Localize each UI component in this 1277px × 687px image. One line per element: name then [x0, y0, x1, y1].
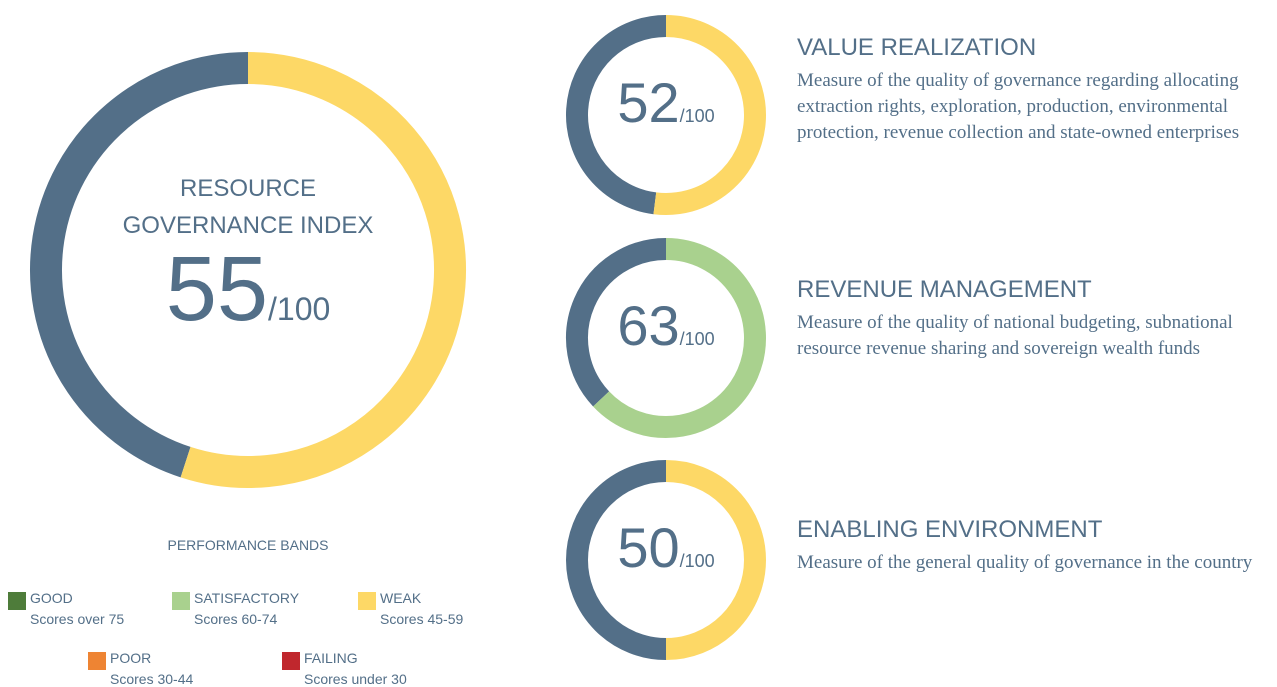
section-heading: ENABLING ENVIRONMENT [797, 516, 1103, 543]
legend-name: GOOD [30, 590, 73, 606]
donut-score: 52/100 [516, 75, 816, 146]
donut-value-arc [653, 15, 766, 215]
score-value: 50 [617, 516, 680, 579]
donut-score: 63/100 [516, 298, 816, 369]
donut-track [30, 52, 249, 478]
section-description: Measure of the quality of national budge… [797, 312, 1233, 359]
donut-value-arc [665, 460, 766, 660]
section-description: Measure of the quality of governance reg… [797, 70, 1240, 143]
legend-swatch [88, 652, 106, 670]
donut-track [566, 460, 667, 660]
donut-track [566, 15, 667, 215]
legend-name: POOR [110, 650, 152, 666]
legend-name: SATISFACTORY [194, 590, 300, 606]
legend-range: Scores under 30 [304, 671, 407, 687]
score-value: 55 [165, 238, 269, 340]
donut-value-arc [593, 238, 766, 438]
donut-title: RESOURCE GOVERNANCE INDEX [122, 175, 374, 239]
section-description: Measure of the general quality of govern… [797, 552, 1253, 573]
score-value: 52 [617, 71, 680, 134]
section-heading: VALUE REALIZATION [797, 34, 1037, 61]
section-heading: REVENUE MANAGEMENT [797, 276, 1092, 303]
score-scale: /100 [679, 551, 715, 571]
legend-range: Scores 45-59 [380, 611, 464, 627]
legend-swatch [358, 592, 376, 610]
legend-title: PERFORMANCE BANDS [167, 537, 329, 553]
score-scale: /100 [679, 106, 715, 126]
score-scale: /100 [679, 329, 715, 349]
score-value: 63 [617, 294, 680, 357]
legend-range: Scores over 75 [30, 611, 125, 627]
legend-swatch [8, 592, 26, 610]
donut-value-arc [180, 52, 466, 488]
legend-swatch [282, 652, 300, 670]
donut-track [566, 238, 667, 407]
legend-swatch [172, 592, 190, 610]
legend-name: FAILING [304, 650, 358, 666]
score-scale: /100 [268, 291, 331, 327]
donut-score: 50/100 [516, 520, 816, 591]
legend-name: WEAK [380, 590, 422, 606]
legend-range: Scores 60-74 [194, 611, 278, 627]
donut-score: 55/100 [98, 243, 398, 362]
legend-range: Scores 30-44 [110, 671, 194, 687]
